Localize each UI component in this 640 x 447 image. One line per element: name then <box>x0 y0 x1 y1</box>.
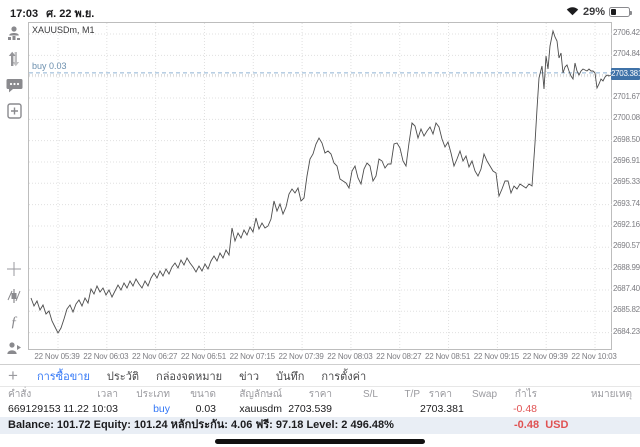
y-tick-label: 2684.235 <box>613 326 640 336</box>
x-tick-label: 22 Nov 07:39 <box>278 352 324 361</box>
tab-mailbox[interactable]: กล่องจดหมาย <box>156 370 223 383</box>
col-sl: S/L <box>362 388 378 400</box>
x-tick-label: 22 Nov 06:51 <box>180 352 227 361</box>
tab-journal[interactable]: บันทึก <box>276 370 305 383</box>
x-tick-label: 22 Nov 08:27 <box>376 352 422 361</box>
cell-profit: -0.48 <box>513 403 537 415</box>
tab-history[interactable]: ประวัติ <box>106 370 140 383</box>
chart-svg <box>29 23 613 351</box>
col-comment: หมายเหตุ <box>590 388 632 400</box>
cell-type: buy <box>153 403 170 415</box>
y-tick-label: 2687.405 <box>613 283 640 293</box>
home-indicator[interactable] <box>215 439 425 444</box>
positions-table-header: คำสั่ง เวลา ประเภท ขนาด สัญลักษณ์ ราคา S… <box>0 387 640 401</box>
functions-icon[interactable]: ƒ <box>10 313 18 330</box>
tab-news[interactable]: ข่าว <box>239 370 259 383</box>
y-axis: 2706.4252704.8402703.2552701.6702700.085… <box>613 22 640 350</box>
current-price-badge: 2703.381 <box>611 67 640 80</box>
status-bar: 17:03 ศ. 22 พ.ย. 29% <box>0 0 640 20</box>
x-tick-label: 22 Nov 09:39 <box>522 352 568 361</box>
x-tick-label: 22 Nov 07:15 <box>229 352 275 361</box>
sidebar-toolbar: ƒ M1 <box>0 20 28 376</box>
col-time: เวลา <box>97 388 118 400</box>
cell-symbol: xauusdm <box>239 403 282 415</box>
status-date: ศ. 22 พ.ย. <box>46 8 95 20</box>
chat-icon[interactable] <box>0 74 28 96</box>
chart-symbol-title: XAUUSDm, M1 <box>32 25 95 35</box>
cell-price: 2703.381 <box>420 403 464 415</box>
crosshair-icon[interactable] <box>0 258 28 280</box>
col-profit: กำไร <box>514 388 537 400</box>
y-tick-label: 2690.575 <box>613 241 640 251</box>
y-tick-label: 2688.990 <box>613 262 640 272</box>
cell-order: 669129153 <box>8 403 61 415</box>
col-price: ราคา <box>428 388 452 400</box>
price-chart[interactable] <box>28 22 613 351</box>
y-tick-label: 2693.745 <box>613 198 640 208</box>
col-size: ขนาด <box>190 388 216 400</box>
y-tick-label: 2696.915 <box>613 155 640 165</box>
x-axis: 22 Nov 05:39 22 Nov 06:03 22 Nov 06:27 22 N… <box>0 352 640 364</box>
account-summary-bar: Balance: 101.72 Equity: 101.24 หลักประกั… <box>0 417 640 434</box>
tab-settings[interactable]: การตั้งค่า <box>321 370 367 383</box>
cell-size: 0.03 <box>195 403 216 415</box>
col-swap: Swap <box>471 388 497 400</box>
y-tick-label: 2695.330 <box>613 177 640 187</box>
cell-time: 11.22 10:03 <box>63 403 118 415</box>
cell-open-price: 2703.539 <box>288 403 332 415</box>
y-tick-label: 2704.840 <box>613 49 640 59</box>
floating-profit: -0.48 USD <box>514 419 569 431</box>
y-tick-label: 2685.820 <box>613 305 640 315</box>
battery-icon <box>609 7 632 17</box>
y-tick-label: 2701.670 <box>613 91 640 101</box>
x-tick-label: 22 Nov 08:51 <box>424 352 471 361</box>
x-tick-label: 22 Nov 05:39 <box>34 352 80 361</box>
col-tp: T/P <box>404 388 420 400</box>
col-symbol: สัญลักษณ์ <box>239 388 282 400</box>
col-type: ประเภท <box>136 388 170 400</box>
col-order: คำสั่ง <box>8 388 32 400</box>
objects-icon[interactable] <box>0 337 28 359</box>
market-depth-icon[interactable] <box>0 22 28 44</box>
clock: 17:03 <box>10 8 39 20</box>
add-symbol-icon[interactable]: + <box>8 366 18 385</box>
y-tick-label: 2692.160 <box>613 219 640 229</box>
trade-icon[interactable] <box>0 48 28 70</box>
position-row[interactable]: 669129153 11.22 10:03 buy 0.03 xauusdm 2… <box>0 401 640 417</box>
x-tick-label: 22 Nov 08:03 <box>327 352 373 361</box>
y-tick-label: 2706.425 <box>613 28 640 37</box>
bottom-tab-bar: + การซื้อขาย ประวัติ กล่องจดหมาย ข่าว บั… <box>0 364 640 387</box>
x-tick-label: 22 Nov 10:03 <box>571 352 617 361</box>
x-tick-label: 22 Nov 06:03 <box>83 352 129 361</box>
x-tick-label: 22 Nov 09:15 <box>473 352 519 361</box>
buy-position-label: buy 0.03 <box>32 61 67 71</box>
wifi-icon <box>566 3 579 21</box>
x-tick-label: 22 Nov 06:27 <box>132 352 178 361</box>
y-tick-label: 2698.500 <box>613 134 640 144</box>
new-order-icon[interactable] <box>0 100 28 122</box>
tab-trade[interactable]: การซื้อขาย <box>36 370 90 383</box>
y-tick-label: 2700.085 <box>613 113 640 123</box>
account-summary: Balance: 101.72 Equity: 101.24 หลักประกั… <box>8 419 394 431</box>
battery-percent: 29% <box>582 6 605 18</box>
col-open-price: ราคา <box>308 388 332 400</box>
indicators-icon[interactable] <box>0 285 28 307</box>
